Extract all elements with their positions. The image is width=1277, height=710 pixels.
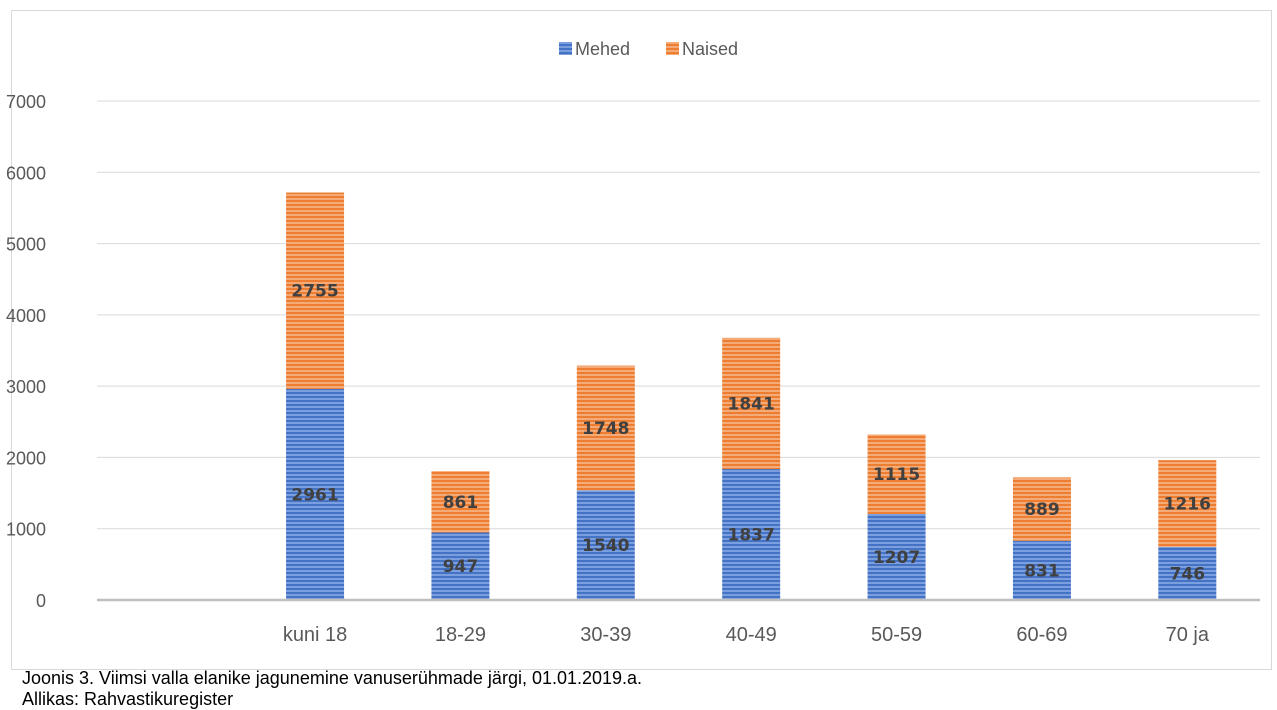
y-tick-label: 5000 <box>6 235 46 255</box>
bar-mehed <box>722 469 781 600</box>
gridlines <box>97 100 1260 530</box>
data-label: 1115 <box>873 465 920 485</box>
data-label: 746 <box>1170 564 1206 584</box>
bar-naised <box>431 471 490 533</box>
legend-swatch-mehed <box>559 42 572 55</box>
figure-caption: Joonis 3. Viimsi valla elanike jagunemin… <box>22 668 643 688</box>
bar-naised <box>1158 460 1217 547</box>
bars <box>286 192 1217 600</box>
stacked-bar-chart: Mehed Naised 0 1000 2000 3000 4000 5000 6000 700… <box>6 39 1260 646</box>
figure-source: Allikas: Rahvastikuregister <box>22 689 234 709</box>
y-tick-label: 4000 <box>6 306 46 326</box>
y-tick-label: 7000 <box>6 92 46 112</box>
bar-naised <box>286 192 345 389</box>
data-label: 2755 <box>291 282 338 302</box>
legend-label-mehed: Mehed <box>575 39 630 59</box>
x-tick-label: 50-59 <box>871 624 922 646</box>
x-tick-label: 70 ja <box>1166 624 1210 646</box>
bar-naised <box>722 337 781 470</box>
x-tick-label: 60-69 <box>1016 624 1067 646</box>
y-tick-label: 0 <box>36 591 46 611</box>
data-label: 831 <box>1024 561 1060 581</box>
x-axis: kuni 18 18-29 30-39 40-49 50-59 60-69 70 ja <box>97 598 1260 646</box>
legend-swatch-naised <box>666 42 679 55</box>
bar-mehed <box>431 532 490 600</box>
data-label: 1216 <box>1164 494 1211 514</box>
data-label: 1748 <box>582 419 629 439</box>
data-label: 1841 <box>728 394 775 414</box>
bar-naised <box>576 365 635 491</box>
y-tick-label: 2000 <box>6 448 46 468</box>
data-label: 861 <box>443 493 479 513</box>
bar-mehed <box>1158 546 1217 600</box>
data-label: 1540 <box>582 536 629 556</box>
y-axis: 0 1000 2000 3000 4000 5000 6000 7000 <box>6 92 46 611</box>
data-label: 889 <box>1024 500 1060 520</box>
bar-naised <box>867 434 926 514</box>
x-tick-label: 18-29 <box>435 624 486 646</box>
data-labels: 2961 2755 947 861 1540 1748 1837 1841 1207 1115 83… <box>291 282 1211 585</box>
legend-label-naised: Naised <box>682 39 738 59</box>
y-tick-label: 1000 <box>6 520 46 540</box>
bar-naised <box>1012 477 1071 541</box>
data-label: 947 <box>443 557 479 577</box>
y-tick-label: 3000 <box>6 377 46 397</box>
legend: Mehed Naised <box>559 39 738 59</box>
data-label: 2961 <box>291 485 338 505</box>
bar-mehed <box>1012 540 1071 600</box>
x-tick-label: 40-49 <box>726 624 777 646</box>
x-tick-label: 30-39 <box>580 624 631 646</box>
data-label: 1207 <box>873 548 920 568</box>
data-label: 1837 <box>728 526 775 546</box>
bar-mehed <box>286 388 345 600</box>
x-tick-label: kuni 18 <box>283 624 348 646</box>
y-tick-label: 6000 <box>6 163 46 183</box>
bar-mehed <box>576 490 635 600</box>
bar-mehed <box>867 513 926 600</box>
